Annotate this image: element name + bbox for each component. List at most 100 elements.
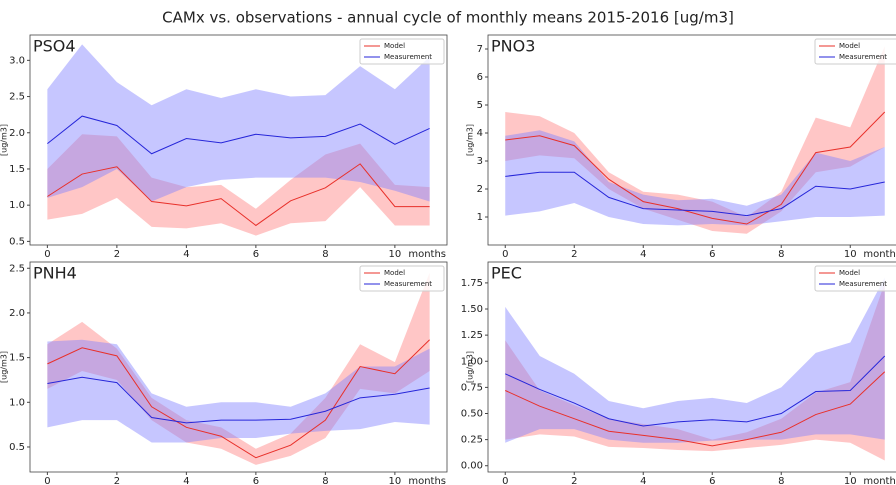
y-tick-label: 0.5	[9, 442, 25, 453]
axes-frame	[487, 261, 896, 473]
series-line	[47, 115, 430, 155]
y-tick-label: 1.0	[9, 200, 25, 211]
subplot-title: PEC	[491, 264, 522, 283]
x-tick-label: 10	[844, 249, 857, 260]
series-line	[505, 371, 886, 447]
y-tick-label: 3.0	[9, 55, 25, 66]
x-axis-label: months	[408, 476, 446, 485]
x-tick-label: 4	[640, 476, 646, 485]
x-tick-label: 2	[114, 476, 120, 485]
x-axis-label: months	[863, 476, 896, 485]
y-tick-label: 5	[477, 100, 483, 111]
x-tick-label: 4	[640, 249, 646, 260]
legend-box	[814, 265, 896, 292]
plot-area	[47, 272, 430, 465]
axes-frame	[29, 34, 448, 246]
x-axis-label: months	[408, 249, 446, 260]
subplot: 0 2 4 6 8 10 0.5 1.0 1.5 2.0 2.5 3.0 months [ug/m3] PS…	[0, 34, 448, 260]
y-tick-label: 7	[477, 44, 483, 55]
y-tick-label: 1	[477, 212, 483, 223]
x-tick-label: 10	[844, 476, 857, 485]
legend-box	[359, 265, 445, 292]
legend-label: Model	[839, 42, 860, 50]
y-tick-label: 2	[477, 184, 483, 195]
legend-box	[359, 38, 445, 65]
range-band	[505, 130, 885, 226]
x-tick-label: 8	[778, 476, 784, 485]
y-tick-label: 4	[477, 128, 483, 139]
y-tick-label: 2.0	[9, 128, 25, 139]
y-tick-label: 6	[477, 72, 483, 83]
range-band	[505, 282, 885, 461]
x-tick-label: 0	[44, 476, 50, 485]
subplot: 02468101234567months[ug/m3]PNO3ModelMeas…	[466, 34, 896, 260]
range-band	[47, 134, 430, 236]
subplot: 0 2 4 6 8 10 0.00 0.25 0.50 0.75 1.00 1.25 1.50 1.75 m…	[461, 261, 896, 485]
series-line	[47, 163, 430, 227]
series-line	[47, 376, 430, 424]
legend-label: Model	[384, 269, 405, 277]
plot-area	[505, 277, 886, 461]
subplot-title: PNO3	[491, 37, 535, 56]
range-band	[505, 46, 885, 234]
y-axis-label: [ug/m3]	[0, 351, 9, 383]
range-band	[47, 339, 430, 443]
legend-label: Measurement	[384, 53, 432, 61]
legend-label: Measurement	[839, 280, 887, 288]
legend-box	[814, 38, 896, 65]
subplot-title: PNH4	[33, 264, 77, 283]
x-tick-label: 0	[44, 249, 50, 260]
x-tick-label: 2	[571, 249, 577, 260]
x-tick-label: 2	[571, 476, 577, 485]
subplot-title: PSO4	[33, 37, 76, 56]
x-tick-label: 6	[709, 249, 715, 260]
y-axis-label: [ug/m3]	[466, 124, 475, 156]
x-tick-label: 6	[253, 249, 259, 260]
y-tick-label: 0.25	[461, 435, 483, 446]
range-band	[47, 44, 430, 202]
y-tick-label: 1.0	[9, 397, 25, 408]
y-tick-label: 3	[477, 156, 483, 167]
x-tick-label: 6	[709, 476, 715, 485]
x-tick-label: 8	[322, 476, 328, 485]
y-tick-label: 1.25	[461, 330, 483, 341]
y-tick-label: 2.5	[9, 92, 25, 103]
axes-frame	[487, 34, 896, 246]
x-tick-label: 8	[322, 249, 328, 260]
y-tick-label: 1.5	[9, 164, 25, 175]
x-tick-label: 10	[389, 249, 402, 260]
series-line	[505, 171, 885, 217]
x-axis-label: months	[863, 249, 896, 260]
x-tick-label: 0	[502, 476, 508, 485]
legend-label: Model	[384, 42, 405, 50]
x-tick-label: 4	[183, 476, 189, 485]
x-tick-label: 6	[253, 476, 259, 485]
y-axis-label: [ug/m3]	[0, 124, 9, 156]
legend-label: Measurement	[384, 280, 432, 288]
y-tick-label: 1.5	[9, 353, 25, 364]
y-tick-label: 2.5	[9, 263, 25, 274]
y-tick-label: 1.50	[461, 304, 483, 315]
axes-frame	[29, 261, 448, 473]
y-tick-label: 0.5	[9, 236, 25, 247]
x-tick-label: 4	[183, 249, 189, 260]
x-tick-label: 10	[389, 476, 402, 485]
legend-label: Model	[839, 269, 860, 277]
y-tick-label: 1.75	[461, 278, 483, 289]
x-tick-label: 0	[502, 249, 508, 260]
series-line	[505, 355, 886, 427]
series-line	[505, 111, 886, 225]
range-band	[505, 277, 885, 443]
y-tick-label: 0.00	[461, 461, 483, 472]
range-band	[47, 272, 430, 465]
figure-title: CAMx vs. observations - annual cycle of …	[162, 9, 734, 27]
series-line	[47, 339, 430, 459]
plot-area	[47, 44, 430, 236]
y-axis-label: [ug/m3]	[466, 351, 475, 383]
y-tick-label: 2.0	[9, 308, 25, 319]
y-tick-label: 0.75	[461, 382, 483, 393]
y-tick-label: 1.00	[461, 356, 483, 367]
plot-area	[505, 46, 886, 234]
x-tick-label: 2	[114, 249, 120, 260]
subplot: 0 2 4 6 8 10 0.5 1.0 1.5 2.0 2.5 months [ug/m3] PNH4 M…	[0, 261, 448, 485]
